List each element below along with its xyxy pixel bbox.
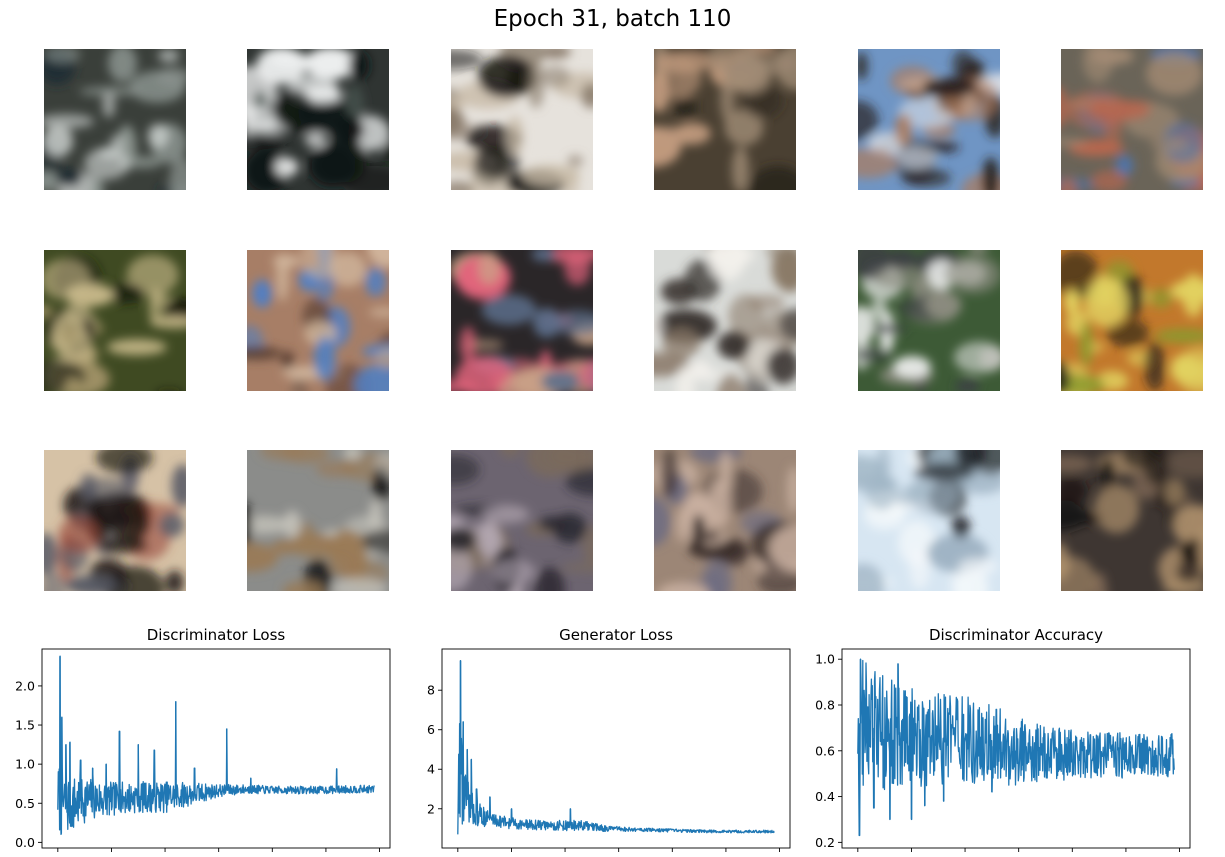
y-tick-label: 0.8 bbox=[815, 698, 835, 713]
generated-sample-2 bbox=[247, 49, 389, 190]
generated-sample-4 bbox=[654, 49, 796, 190]
generated-sample-18 bbox=[1061, 450, 1203, 591]
y-tick-label: 0.0 bbox=[15, 835, 35, 850]
y-tick-label: 0.5 bbox=[15, 796, 35, 811]
y-tick-label: 2.0 bbox=[15, 678, 35, 693]
y-tick-label: 0.2 bbox=[815, 835, 835, 850]
y-tick-label: 4 bbox=[427, 762, 435, 777]
y-tick-label: 8 bbox=[427, 683, 435, 698]
figure-title: Epoch 31, batch 110 bbox=[493, 6, 732, 32]
axes-frame bbox=[841, 648, 1191, 849]
y-tick-label: 1.0 bbox=[815, 652, 835, 667]
generated-sample-10 bbox=[654, 250, 796, 391]
series-line bbox=[857, 658, 1175, 837]
chart-title: Discriminator Accuracy bbox=[929, 626, 1103, 644]
generated-sample-8 bbox=[247, 250, 389, 391]
y-tick-label: 0.6 bbox=[815, 743, 835, 758]
generated-sample-7 bbox=[44, 250, 186, 391]
generated-sample-14 bbox=[247, 450, 389, 591]
generated-sample-3 bbox=[451, 49, 593, 190]
generated-sample-16 bbox=[654, 450, 796, 591]
chart-title: Discriminator Loss bbox=[147, 626, 286, 644]
axes-frame bbox=[441, 648, 791, 849]
series-line bbox=[457, 659, 775, 835]
series-line bbox=[57, 655, 375, 836]
generated-sample-1 bbox=[44, 49, 186, 190]
generated-sample-15 bbox=[451, 450, 593, 591]
chart-title: Generator Loss bbox=[559, 626, 673, 644]
discriminator-accuracy-chart: Discriminator Accuracy020004000600080001… bbox=[800, 624, 1200, 857]
y-tick-label: 6 bbox=[427, 722, 435, 737]
y-tick-label: 1.5 bbox=[15, 718, 35, 733]
generator-loss-chart: Generator Loss02000400060008000100001200… bbox=[400, 624, 800, 857]
generated-sample-6 bbox=[1061, 49, 1203, 190]
generated-sample-17 bbox=[858, 450, 1000, 591]
discriminator-loss-chart: Discriminator Loss0200040006000800010000… bbox=[0, 624, 400, 857]
y-tick-label: 1.0 bbox=[15, 757, 35, 772]
generated-sample-5 bbox=[858, 49, 1000, 190]
generated-sample-12 bbox=[1061, 250, 1203, 391]
generated-sample-13 bbox=[44, 450, 186, 591]
axes-frame bbox=[41, 648, 391, 849]
y-tick-label: 2 bbox=[427, 801, 435, 816]
generated-sample-9 bbox=[451, 250, 593, 391]
generated-sample-11 bbox=[858, 250, 1000, 391]
y-tick-label: 0.4 bbox=[815, 789, 835, 804]
